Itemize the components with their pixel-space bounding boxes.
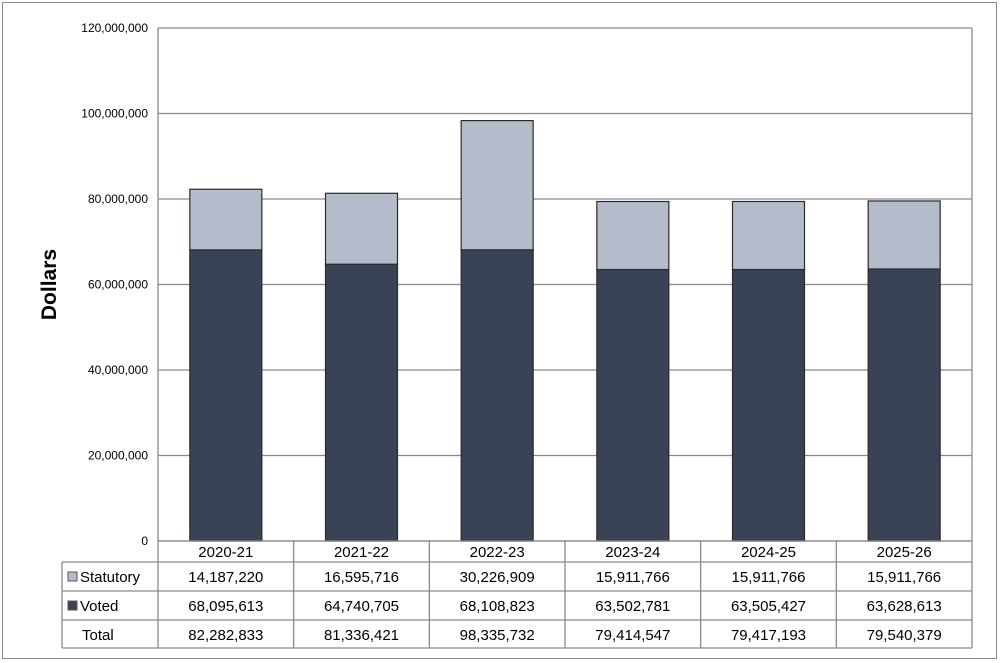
category-label: 2021-22 bbox=[334, 544, 389, 561]
data-label-statutory: 15,911,766 bbox=[732, 569, 806, 586]
data-label-statutory: 30,226,909 bbox=[460, 569, 535, 586]
data-label-voted: 63,628,613 bbox=[867, 598, 942, 615]
legend-label-voted: Voted bbox=[80, 598, 118, 615]
data-label-statutory: 16,595,716 bbox=[324, 569, 399, 586]
bar-voted bbox=[731, 268, 806, 542]
y-tick-label: 60,000,000 bbox=[88, 278, 148, 292]
y-tick-label: 120,000,000 bbox=[81, 21, 148, 35]
bar-voted bbox=[324, 263, 399, 542]
data-label-total: 98,335,732 bbox=[460, 627, 535, 644]
data-label-total: 79,540,379 bbox=[867, 627, 942, 644]
data-label-total: 82,282,833 bbox=[188, 627, 263, 644]
bar-statutory bbox=[867, 200, 941, 270]
bar-voted bbox=[460, 249, 534, 542]
bar-statutory bbox=[460, 120, 534, 251]
bar-statutory bbox=[731, 200, 806, 271]
data-label-total: 81,336,421 bbox=[324, 627, 399, 644]
bar-statutory bbox=[324, 192, 399, 265]
category-label: 2023-24 bbox=[605, 544, 660, 561]
bar-voted bbox=[867, 268, 941, 542]
y-tick-label: 100,000,000 bbox=[81, 107, 148, 121]
table-row-label-total: Total bbox=[82, 627, 114, 644]
legend-swatch-voted bbox=[67, 600, 78, 611]
data-label-statutory: 15,911,766 bbox=[596, 569, 670, 586]
data-label-voted: 68,108,823 bbox=[460, 598, 535, 615]
category-label: 2025-26 bbox=[877, 544, 932, 561]
data-label-voted: 64,740,705 bbox=[324, 598, 399, 615]
data-label-voted: 63,505,427 bbox=[731, 598, 806, 615]
bar-statutory bbox=[189, 188, 263, 251]
bar-voted bbox=[189, 249, 263, 542]
y-tick-label: 0 bbox=[141, 534, 148, 548]
y-axis-label: Dollars bbox=[38, 249, 61, 320]
data-label-statutory: 15,911,766 bbox=[867, 569, 941, 586]
bar-voted bbox=[596, 268, 670, 542]
y-tick-label: 40,000,000 bbox=[88, 363, 148, 377]
y-tick-label: 20,000,000 bbox=[88, 449, 148, 463]
data-label-voted: 63,502,781 bbox=[595, 598, 670, 615]
category-label: 2022-23 bbox=[470, 544, 525, 561]
data-label-total: 79,417,193 bbox=[731, 627, 806, 644]
data-label-total: 79,414,547 bbox=[595, 627, 670, 644]
category-label: 2020-21 bbox=[198, 544, 253, 561]
bar-statutory bbox=[596, 200, 670, 271]
data-label-statutory: 14,187,220 bbox=[188, 569, 263, 586]
legend-label-statutory: Statutory bbox=[80, 569, 141, 586]
category-label: 2024-25 bbox=[741, 544, 796, 561]
data-label-voted: 68,095,613 bbox=[188, 598, 263, 615]
y-tick-label: 80,000,000 bbox=[88, 192, 148, 206]
legend-swatch-statutory bbox=[67, 571, 78, 582]
